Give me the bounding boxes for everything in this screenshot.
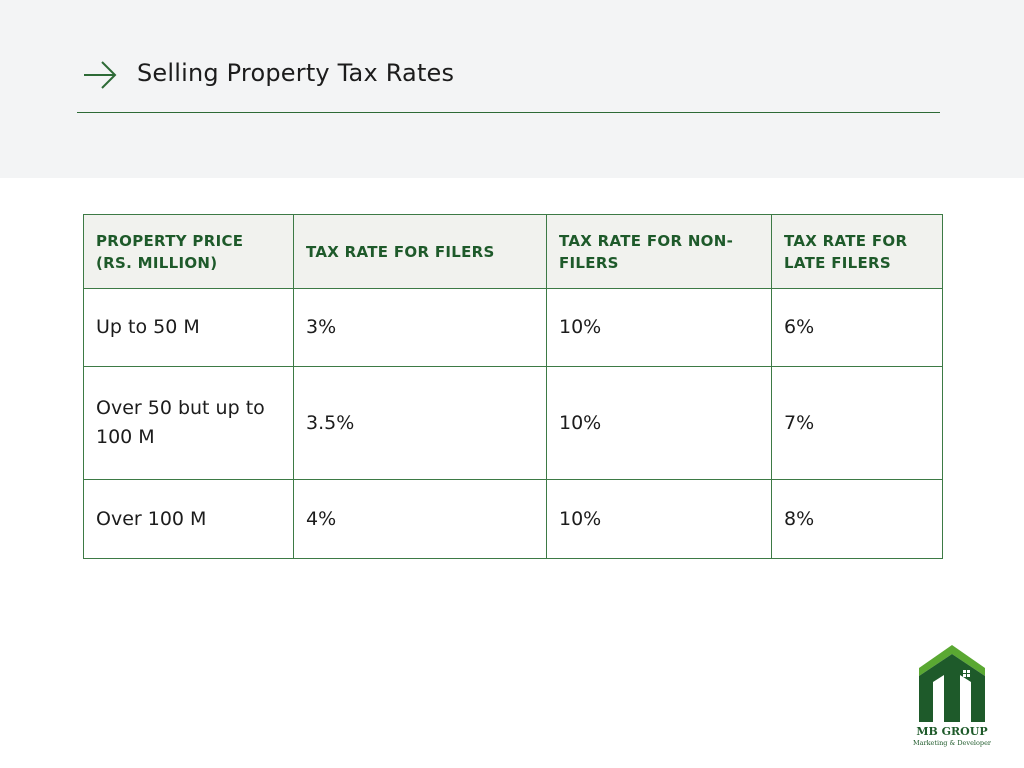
page-title: Selling Property Tax Rates: [137, 59, 455, 87]
arrow-icon: [84, 61, 117, 89]
table-cell: Over 100 M: [83, 479, 294, 559]
table-row: Over 50 but up to 100 M 3.5% 10% 7%: [83, 366, 943, 480]
header-row: PROPERTY PRICE (RS. MILLION) TAX RATE FOR…: [83, 214, 943, 289]
brand: MB GROUP Marketing & Developer: [900, 725, 1004, 747]
header-band: [0, 0, 1024, 178]
table-cell: 3.5%: [293, 366, 547, 480]
table-cell: Up to 50 M: [83, 288, 294, 367]
logo-mark: [919, 645, 985, 722]
column-header: TAX RATE FOR NON-FILERS: [546, 214, 772, 289]
table-cell: 6%: [771, 288, 943, 367]
divider: [77, 112, 940, 113]
table-cell: 4%: [293, 479, 547, 559]
table-body: Up to 50 M 3% 10% 6% Over 50 but up to 100 M…: [83, 288, 943, 559]
table-cell: 3%: [293, 288, 547, 367]
table-cell: 7%: [771, 366, 943, 480]
tax-table: PROPERTY PRICE (RS. MILLION) TAX RATE FOR…: [83, 214, 943, 559]
table-row: Over 100 M 4% 10% 8%: [83, 479, 943, 559]
column-header: TAX RATE FOR LATE FILERS: [771, 214, 943, 289]
table-cell: 10%: [546, 366, 772, 480]
table-cell: 10%: [546, 479, 772, 559]
table-row: Up to 50 M 3% 10% 6%: [83, 288, 943, 367]
brand-tagline: Marketing & Developer: [912, 739, 992, 747]
table-cell: 10%: [546, 288, 772, 367]
table-cell: 8%: [771, 479, 943, 559]
column-header: TAX RATE FOR FILERS: [293, 214, 547, 289]
column-header: PROPERTY PRICE (RS. MILLION): [83, 214, 294, 289]
brand-name: MB GROUP: [916, 725, 988, 738]
table-cell: Over 50 but up to 100 M: [83, 366, 294, 480]
